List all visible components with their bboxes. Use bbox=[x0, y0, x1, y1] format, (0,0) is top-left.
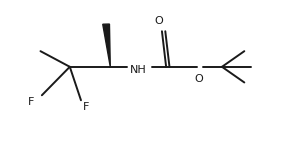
Text: F: F bbox=[28, 97, 35, 107]
Text: F: F bbox=[83, 102, 90, 112]
Text: O: O bbox=[154, 16, 163, 26]
Text: O: O bbox=[194, 74, 203, 84]
Text: NH: NH bbox=[130, 65, 147, 75]
Polygon shape bbox=[103, 24, 110, 67]
